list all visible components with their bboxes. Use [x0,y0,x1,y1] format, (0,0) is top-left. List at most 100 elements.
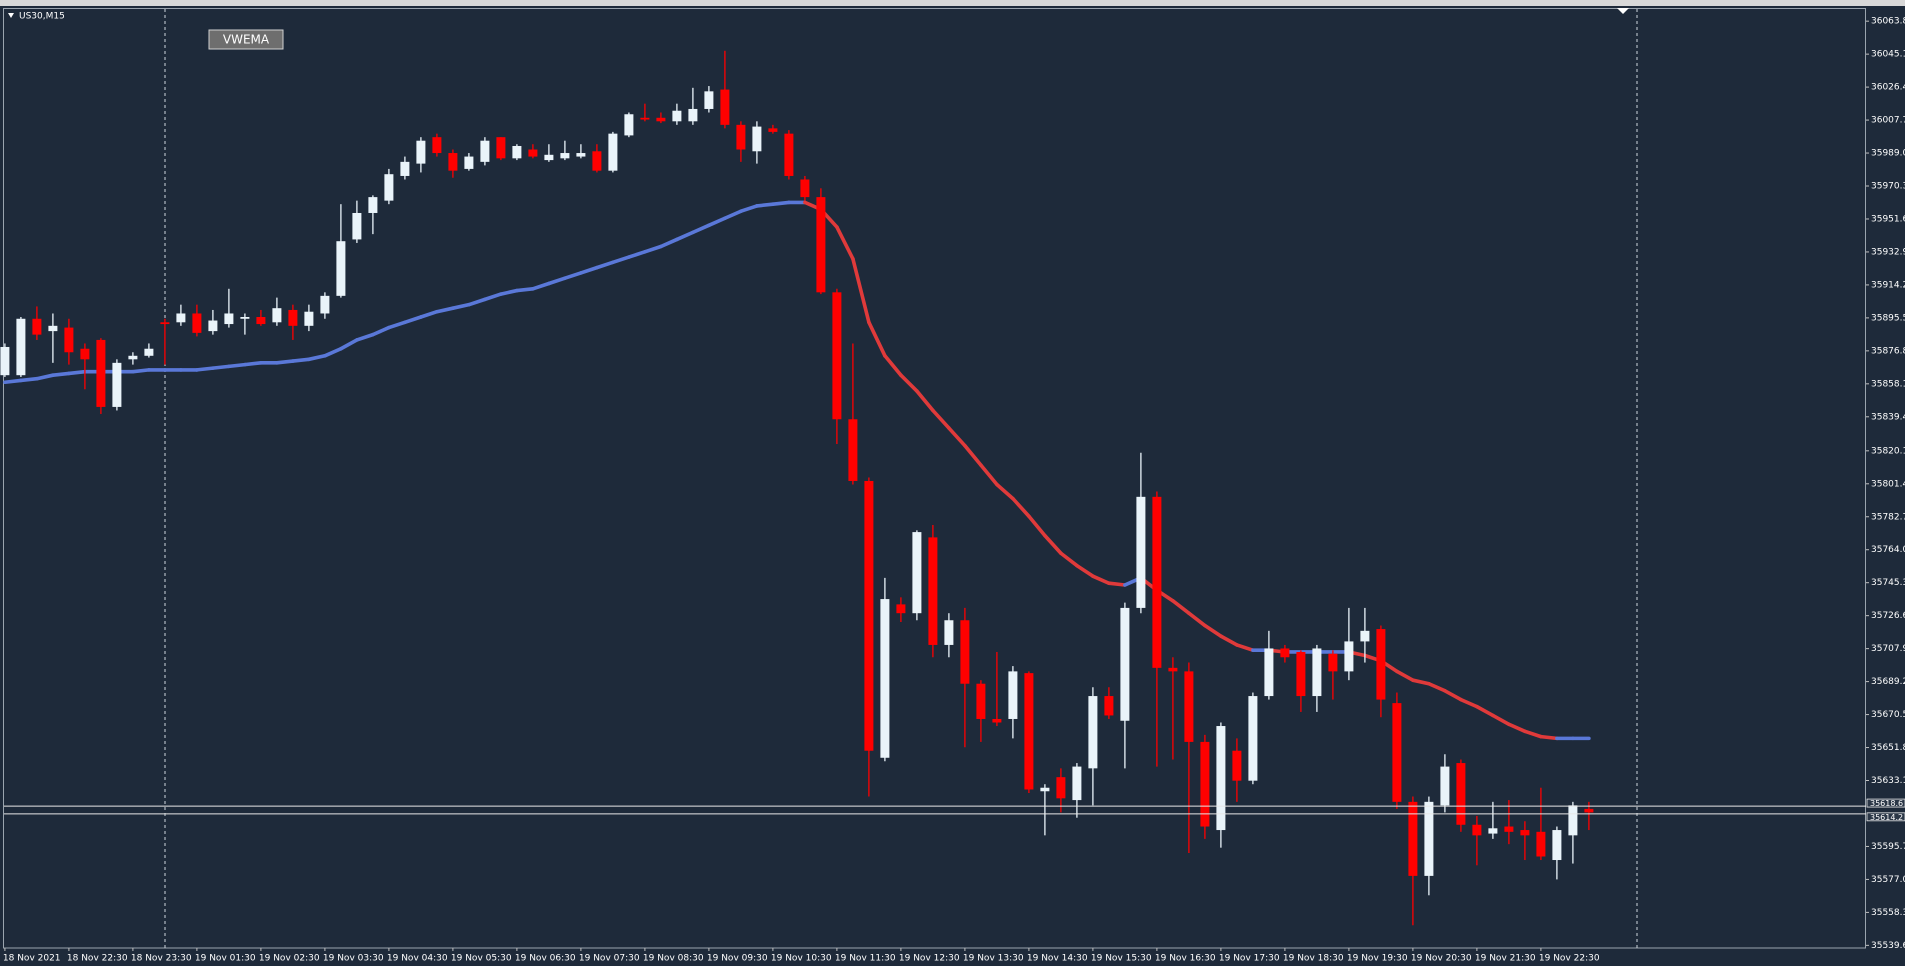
candle-body-bear [1392,703,1402,802]
candle-body-bear [656,117,666,122]
indicator-segment [547,276,567,286]
y-tick-label: 35707.9 [1871,644,1905,654]
indicator-segment [211,364,231,370]
candle-body-bear [784,133,794,176]
candle-body-bear [816,197,826,293]
candle-body-bear [1456,763,1466,825]
candle-body-bull [16,318,26,376]
indicator-segment [1187,611,1207,628]
indicator-label[interactable]: VWEMA [223,33,270,47]
y-tick-label: 35989.0 [1871,149,1905,159]
candle-body-bull [576,153,586,157]
indicator-segment [851,257,871,325]
indicator-segment [1491,713,1511,727]
candle-body-bull [944,620,954,645]
plot-frame [3,8,1866,949]
indicator-segment [915,389,935,413]
candle-body-bull [336,241,346,296]
indicator-segment [323,346,343,358]
candle-body-bull [1120,607,1130,721]
y-tick-label: 35651.8 [1871,743,1905,753]
candle-body-bull [128,355,138,360]
y-tick-label: 35595.7 [1871,842,1905,852]
x-tick-label: 19 Nov 03:30 [323,954,384,964]
y-tick-label: 35782.7 [1871,512,1905,522]
indicator-segment [339,338,359,351]
y-tick-label: 35670.5 [1871,710,1905,720]
candle-body-bull [704,91,714,109]
indicator-segment [435,306,455,314]
x-tick-label: 19 Nov 11:30 [835,954,896,964]
candle-body-bull [1264,648,1274,697]
candle-body-bear [1184,671,1194,742]
y-tick-label: 35858.1 [1871,379,1905,389]
candle-body-bear [976,683,986,719]
candle-body-bull [320,295,330,314]
indicator-segment [467,297,487,307]
candle-body-bull [608,133,618,171]
indicator-segment [131,368,151,374]
candle-body-bull [752,126,762,152]
indicator-segment [691,223,711,235]
candle-body-bull [688,108,698,122]
candle-body-bear [1520,830,1530,836]
y-tick-label: 35820.1 [1871,446,1905,456]
candle-body-bear [80,348,90,360]
y-tick-label: 35726.6 [1871,611,1905,621]
indicator-segment [883,353,903,377]
indicator-segment [563,271,583,281]
indicator-segment [1443,688,1463,702]
indicator-segment [387,320,407,330]
indicator-segment [867,320,887,358]
indicator-segment [611,255,631,265]
indicator-segment [499,288,519,296]
candle-body-bear [96,339,106,407]
indicator-segment [947,426,967,448]
indicator-segment [707,216,727,228]
indicator-segment [931,408,951,430]
candle-body-bull [1568,805,1578,836]
y-tick-label: 36063.8 [1871,17,1905,27]
y-tick-label: 35745.3 [1871,578,1905,588]
indicator-segment [595,260,615,270]
indicator-segment [1091,574,1111,586]
candle-body-bull [624,114,634,136]
indicator-segment [1107,581,1127,587]
candle-body-bull [1440,766,1450,806]
candle-body-bear [64,327,74,353]
y-tick-label: 35558.3 [1871,908,1905,918]
indicator-segment [643,244,663,254]
candle-body-bull [352,212,362,240]
candle-body-bear [528,149,538,157]
y-tick-label: 35876.8 [1871,346,1905,356]
indicator-button[interactable] [208,29,284,50]
indicator-segment [1075,563,1095,578]
candle-body-bull [1424,801,1434,876]
candle-body-bull [1248,696,1258,781]
candle-body-bear [448,153,458,171]
indicator-segment [659,237,679,249]
candle-body-bear [832,292,842,420]
y-tick-label: 35932.9 [1871,247,1905,257]
y-tick-label: 36007.7 [1871,116,1905,126]
y-tick-label: 35970.3 [1871,182,1905,192]
candle-body-bull [1552,830,1562,861]
candle-body-bull [880,599,890,758]
candle-body-bear [1200,741,1210,827]
indicator-segment [19,376,39,383]
candle-body-bear [1504,826,1514,832]
y-tick-label: 35895.5 [1871,313,1905,323]
x-tick-label: 19 Nov 10:30 [771,954,832,964]
candle-body-bear [288,309,298,326]
x-tick-label: 19 Nov 12:30 [899,954,960,964]
indicator-segment [1507,722,1527,734]
indicator-segment [627,249,647,259]
candle-body-bear [1280,648,1290,658]
candle-body-bear [960,620,970,684]
x-tick-label: 18 Nov 22:30 [67,954,128,964]
indicator-segment [419,309,439,319]
candle-body-bear [864,480,874,751]
y-tick-label: 35801.4 [1871,479,1905,489]
indicator-segment [403,315,423,325]
